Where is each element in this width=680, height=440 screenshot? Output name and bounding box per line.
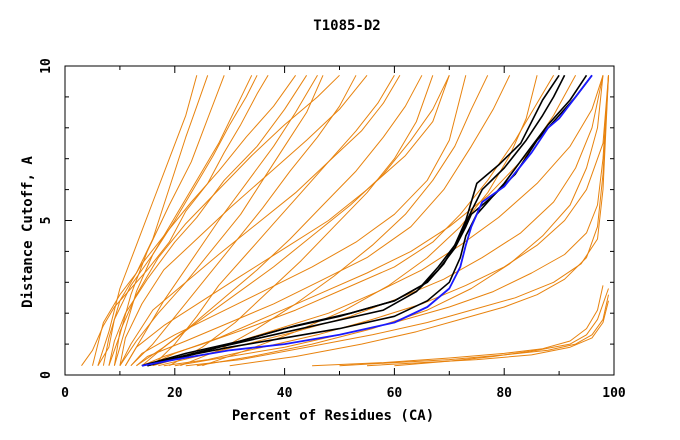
- model-series-line-31: [180, 75, 489, 367]
- model-series-line-12: [119, 75, 401, 366]
- highlight-series-line-4: [141, 74, 560, 367]
- x-axis-label: Percent of Residues (CA): [232, 408, 434, 424]
- highlight-series-line-2: [147, 74, 593, 367]
- x-tick-label: 100: [602, 386, 626, 401]
- x-tick-label: 40: [277, 386, 293, 401]
- ticks-layer: 0 20 40 60 80 100 0 5 10: [39, 58, 626, 401]
- model-series-line-9: [108, 75, 308, 366]
- model-series-line-29: [312, 285, 604, 367]
- x-tick-label: 60: [387, 386, 403, 401]
- y-axis-label: Distance Cutoff, A: [20, 156, 36, 308]
- model-series-line-32: [169, 75, 434, 367]
- chart-title: T1085-D2: [313, 18, 380, 34]
- reference-series-line-0: [141, 74, 593, 367]
- model-series-line-10: [113, 74, 340, 366]
- model-series-line-35: [152, 75, 395, 367]
- model-series-line-26: [229, 75, 609, 367]
- series-layer: [81, 74, 609, 367]
- model-series-line-40: [141, 75, 423, 367]
- x-tick-label: 80: [496, 386, 512, 401]
- model-series-line-7: [97, 75, 258, 366]
- model-series-line-11: [119, 74, 368, 366]
- model-series-line-19: [130, 75, 357, 367]
- model-series-line-37: [108, 75, 225, 366]
- y-tick-label: 0: [39, 371, 54, 379]
- model-series-line-34: [196, 75, 604, 367]
- model-series-line-38: [97, 75, 198, 366]
- y-tick-label: 5: [39, 217, 54, 225]
- model-series-line-36: [113, 75, 253, 366]
- model-series-line-39: [119, 75, 324, 366]
- model-series-line-24: [174, 75, 609, 367]
- model-series-line-27: [339, 294, 609, 367]
- model-series-line-33: [202, 75, 538, 367]
- model-series-line-28: [366, 300, 609, 367]
- highlight-series-line-1: [141, 74, 588, 367]
- model-series-line-25: [185, 75, 609, 367]
- model-series-line-14: [130, 75, 467, 367]
- y-tick-label: 10: [39, 58, 54, 74]
- model-series-line-30: [394, 288, 609, 367]
- x-tick-label: 0: [61, 386, 69, 401]
- model-series-line-8: [102, 75, 297, 366]
- model-series-line-13: [124, 75, 450, 366]
- model-series-line-5: [81, 75, 269, 366]
- x-tick-label: 20: [167, 386, 183, 401]
